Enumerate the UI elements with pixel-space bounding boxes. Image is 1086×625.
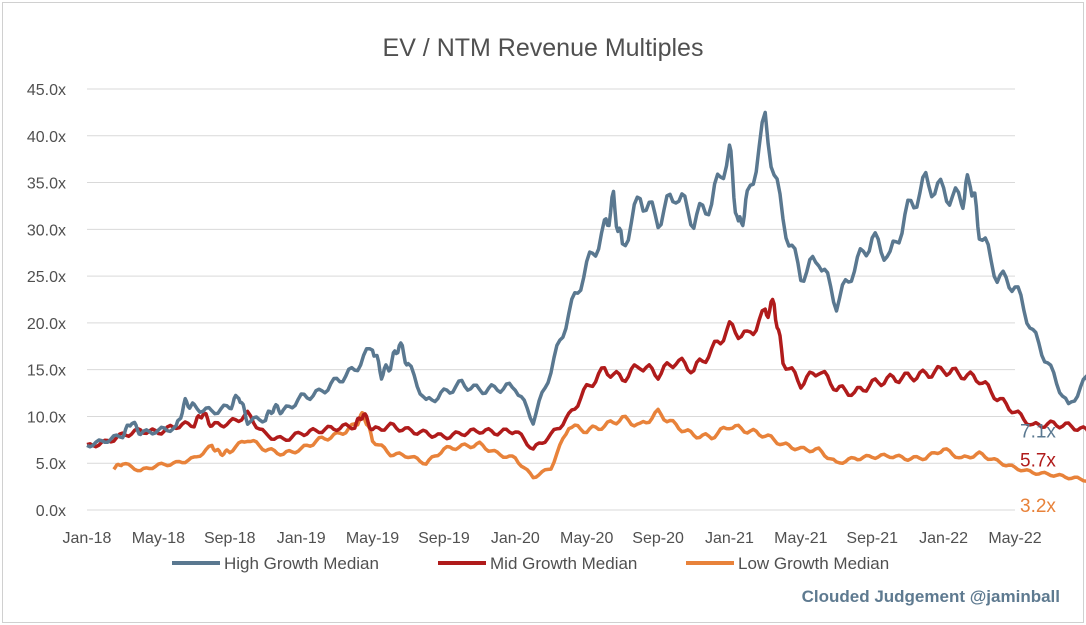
x-tick-label: Jan-20	[491, 530, 540, 547]
y-tick-label: 5.0x	[36, 456, 66, 473]
x-tick-label: Sep-19	[418, 530, 470, 547]
y-tick-label: 15.0x	[27, 363, 66, 380]
x-tick-label: Sep-21	[846, 530, 898, 547]
series-end-labels: 3.2x 5.7x 7.1x	[1020, 422, 1056, 517]
series-line	[86, 297, 1086, 451]
legend-label: Mid Growth Median	[490, 554, 637, 573]
watermark-text: Clouded Judgement @jaminball	[802, 587, 1060, 606]
x-tick-label: May-21	[774, 530, 827, 547]
x-tick-label: Sep-18	[204, 530, 256, 547]
y-axis-ticks: 45.0x 40.0x 35.0x 30.0x 25.0x 20.0x 15.0x 10.0x…	[27, 82, 66, 520]
y-tick-label: 20.0x	[27, 316, 66, 333]
x-tick-label: Jan-21	[705, 530, 754, 547]
series-end-label: 7.1x	[1020, 422, 1056, 443]
y-tick-label: 35.0x	[27, 176, 66, 193]
x-tick-label: Jan-22	[919, 530, 968, 547]
legend: High Growth Median Mid Growth Median Low G…	[172, 554, 889, 573]
series-end-label: 5.7x	[1020, 451, 1056, 472]
x-tick-label: Jan-18	[63, 530, 112, 547]
legend-label: Low Growth Median	[738, 554, 889, 573]
y-tick-label: 0.0x	[36, 503, 66, 520]
x-tick-label: May-20	[560, 530, 613, 547]
x-tick-label: Sep-20	[632, 530, 684, 547]
y-tick-label: 45.0x	[27, 82, 66, 99]
x-tick-label: May-18	[132, 530, 185, 547]
y-tick-label: 30.0x	[27, 222, 66, 239]
y-tick-label: 40.0x	[27, 129, 66, 146]
series-lines	[86, 110, 1086, 483]
legend-label: High Growth Median	[224, 554, 379, 573]
gridlines	[87, 88, 1015, 511]
x-tick-label: May-22	[988, 530, 1041, 547]
y-tick-label: 25.0x	[27, 269, 66, 286]
x-axis-ticks: Jan-18 May-18 Sep-18 Jan-19 May-19 Sep-19 Jan-…	[63, 530, 1042, 547]
y-tick-label: 10.0x	[27, 409, 66, 426]
x-tick-label: May-19	[346, 530, 399, 547]
series-line	[112, 407, 1086, 483]
series-line	[86, 110, 1086, 449]
chart-title: EV / NTM Revenue Multiples	[383, 34, 704, 62]
x-tick-label: Jan-19	[277, 530, 326, 547]
series-end-label: 3.2x	[1020, 496, 1056, 517]
